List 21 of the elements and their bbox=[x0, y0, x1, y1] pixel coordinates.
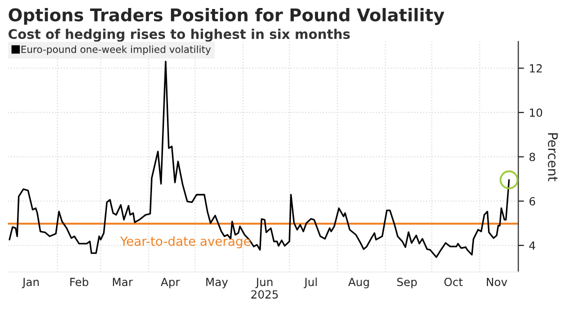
ref-line-label: Year-to-date average bbox=[120, 236, 250, 248]
y-tick-label: 6 bbox=[530, 197, 536, 206]
legend-label: Euro-pound one-week implied volatility bbox=[21, 45, 211, 55]
x-tick-label: Nov bbox=[486, 278, 508, 286]
y-axis-title: Percent bbox=[548, 133, 558, 182]
x-tick-label: Mar bbox=[112, 278, 133, 286]
y-tick-label: 12 bbox=[530, 64, 542, 72]
x-tick-label: Oct bbox=[444, 278, 463, 286]
x-tick-label: Feb bbox=[70, 278, 88, 286]
y-tick-label: 4 bbox=[529, 242, 536, 250]
x-tick-label: May bbox=[206, 278, 228, 288]
x-tick-label: Jul bbox=[304, 278, 317, 288]
x-tick-label: Sep bbox=[397, 278, 417, 288]
x-tick-label: Jun 2025 bbox=[251, 278, 278, 299]
x-tick-label: Jan bbox=[22, 278, 39, 288]
x-tick-label: Apr bbox=[160, 278, 180, 288]
y-tick-label: 10 bbox=[530, 108, 542, 117]
y-tick-label: 8 bbox=[529, 152, 536, 162]
chart-subtitle: Cost of hedging rises to highest in six months bbox=[8, 28, 350, 42]
x-tick-label: Aug bbox=[348, 278, 369, 288]
chart-title: Options Traders Position for Pound Volatility bbox=[8, 8, 444, 25]
